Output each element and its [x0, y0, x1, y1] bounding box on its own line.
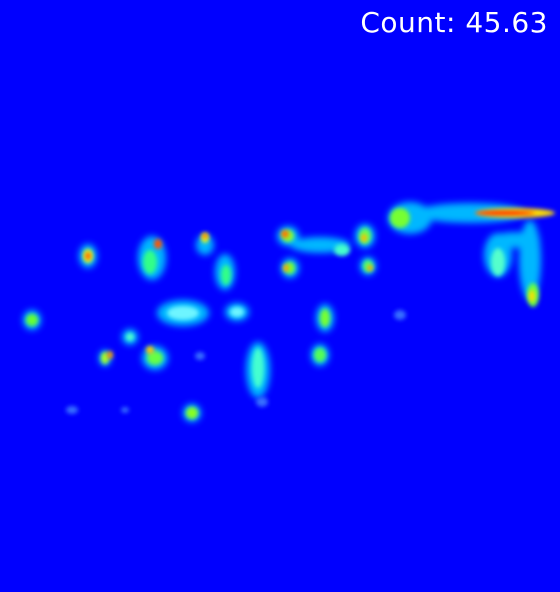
count-readout: Count: 45.63: [360, 6, 548, 39]
count-label: Count:: [360, 6, 456, 39]
density-cores: [26, 208, 539, 419]
hot-spots: [85, 208, 555, 359]
faint-specks: [66, 310, 406, 414]
count-value: 45.63: [465, 6, 548, 39]
